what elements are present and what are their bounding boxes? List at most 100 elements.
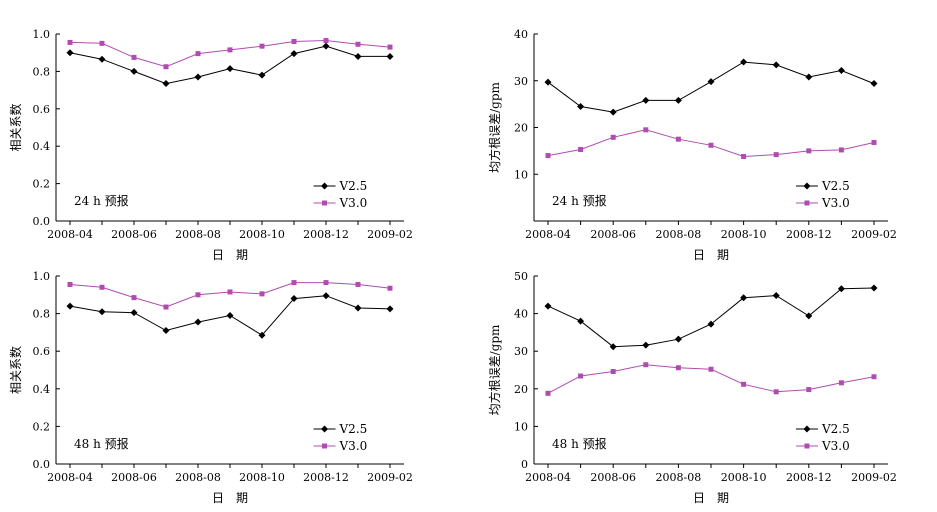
x-tick-label: 2008-12 <box>786 471 832 484</box>
data-point-V2.5 <box>544 302 552 310</box>
data-point-V2.5 <box>386 305 394 313</box>
data-point-V3.0 <box>773 389 779 395</box>
y-axis-title: 相关系数 <box>8 346 23 394</box>
y-tick-label: 0.4 <box>33 383 51 396</box>
data-point-V3.0 <box>871 139 877 145</box>
data-point-V2.5 <box>609 343 617 351</box>
data-point-V2.5 <box>162 327 170 335</box>
data-point-V2.5 <box>642 96 650 104</box>
data-point-V2.5 <box>290 295 298 303</box>
x-axis-title: 日 期 <box>693 491 729 505</box>
forecast-annotation: 48 h 预报 <box>552 436 607 451</box>
data-point-V3.0 <box>838 380 844 386</box>
chart-48h-rmse: 0 10 20 30 40 50 2008-04 2008-06 2008-08 2008-10 2… <box>487 270 897 505</box>
legend-label-V3.0: V3.0 <box>339 196 368 210</box>
data-point-V2.5 <box>609 108 617 116</box>
x-tick-label: 2008-12 <box>303 228 349 241</box>
data-point-V3.0 <box>545 390 551 396</box>
y-tick-label: 30 <box>514 345 528 358</box>
data-point-V3.0 <box>291 38 297 44</box>
data-point-V3.0 <box>741 381 747 387</box>
x-tick-label: 2008-10 <box>721 228 767 241</box>
data-point-V3.0 <box>741 153 747 159</box>
data-point-V3.0 <box>163 304 169 310</box>
data-point-V3.0 <box>259 291 265 297</box>
forecast-annotation: 24 h 预报 <box>74 193 129 208</box>
x-tick-label: 2008-12 <box>786 228 832 241</box>
data-point-V3.0 <box>708 366 714 372</box>
data-point-V2.5 <box>772 61 780 69</box>
data-point-V2.5 <box>226 65 234 73</box>
data-point-V3.0 <box>227 289 233 295</box>
data-point-V2.5 <box>544 78 552 86</box>
legend-label-V3.0: V3.0 <box>339 439 368 453</box>
data-point-V2.5 <box>66 49 74 57</box>
data-point-V3.0 <box>578 146 584 152</box>
x-tick-label: 2008-04 <box>47 228 93 241</box>
data-point-V2.5 <box>577 102 585 110</box>
data-point-V2.5 <box>642 341 650 349</box>
legend-marker-V3.0 <box>322 200 328 206</box>
data-point-V2.5 <box>66 302 74 310</box>
x-tick-label: 2008-04 <box>525 471 571 484</box>
series-line-V3.0 <box>69 39 391 68</box>
data-point-V2.5 <box>98 308 106 316</box>
x-tick-label: 2008-04 <box>525 228 571 241</box>
x-tick-label: 2009-02 <box>851 471 897 484</box>
y-tick-label: 40 <box>514 28 528 41</box>
legend-marker-V3.0 <box>322 443 328 449</box>
legend-label-V2.5: V2.5 <box>339 179 368 193</box>
data-point-V3.0 <box>291 280 297 286</box>
data-point-V3.0 <box>227 47 233 53</box>
x-tick-label: 2008-12 <box>303 471 349 484</box>
y-tick-label: 0.4 <box>33 140 51 153</box>
data-point-V2.5 <box>577 317 585 325</box>
legend-label-V3.0: V3.0 <box>821 439 850 453</box>
data-point-V3.0 <box>643 127 649 133</box>
data-point-V3.0 <box>708 142 714 148</box>
data-point-V3.0 <box>387 285 393 291</box>
legend-marker-V3.0 <box>804 443 810 449</box>
x-tick-label: 2008-08 <box>656 471 702 484</box>
data-point-V2.5 <box>194 318 202 326</box>
legend-marker-V2.5 <box>803 182 811 190</box>
y-tick-label: 0.0 <box>33 458 51 471</box>
legend-marker-V2.5 <box>321 182 329 190</box>
data-point-V2.5 <box>674 335 682 343</box>
data-point-V3.0 <box>675 136 681 142</box>
data-point-V3.0 <box>610 369 616 375</box>
y-tick-label: 0.6 <box>33 345 51 358</box>
y-tick-label: 30 <box>514 75 528 88</box>
y-axis-title: 均方根误差/gpm <box>487 324 502 415</box>
data-point-V3.0 <box>578 373 584 379</box>
x-tick-label: 2008-10 <box>239 228 285 241</box>
x-tick-label: 2008-06 <box>111 471 157 484</box>
data-point-V3.0 <box>545 153 551 159</box>
data-point-V2.5 <box>707 320 715 328</box>
data-point-V3.0 <box>871 374 877 380</box>
legend-label-V2.5: V2.5 <box>821 422 850 436</box>
chart-24h-correlation: 0.0 0.2 0.4 0.6 0.8 1.0 2008-04 2008-06 2008-08 2… <box>8 28 413 262</box>
data-point-V3.0 <box>675 365 681 371</box>
y-tick-label: 20 <box>514 122 528 135</box>
data-point-V3.0 <box>355 281 361 287</box>
data-point-V3.0 <box>195 51 201 57</box>
data-point-V3.0 <box>131 295 137 301</box>
data-point-V3.0 <box>806 148 812 154</box>
data-point-V2.5 <box>226 311 234 319</box>
data-point-V2.5 <box>354 52 362 60</box>
x-tick-label: 2009-02 <box>851 228 897 241</box>
data-point-V2.5 <box>258 331 266 339</box>
x-tick-label: 2008-08 <box>175 471 221 484</box>
data-point-V2.5 <box>386 52 394 60</box>
data-point-V3.0 <box>610 134 616 140</box>
x-tick-label: 2008-08 <box>656 228 702 241</box>
data-point-V3.0 <box>67 39 73 45</box>
y-tick-label: 10 <box>514 168 528 181</box>
x-tick-label: 2009-02 <box>367 228 413 241</box>
x-tick-label: 2008-06 <box>590 228 636 241</box>
chart-24h-rmse: 10 20 30 40 2008-04 2008-06 2008-08 2008-10 2008… <box>487 28 897 262</box>
y-tick-label: 0.8 <box>33 65 51 78</box>
legend-marker-V2.5 <box>803 425 811 433</box>
